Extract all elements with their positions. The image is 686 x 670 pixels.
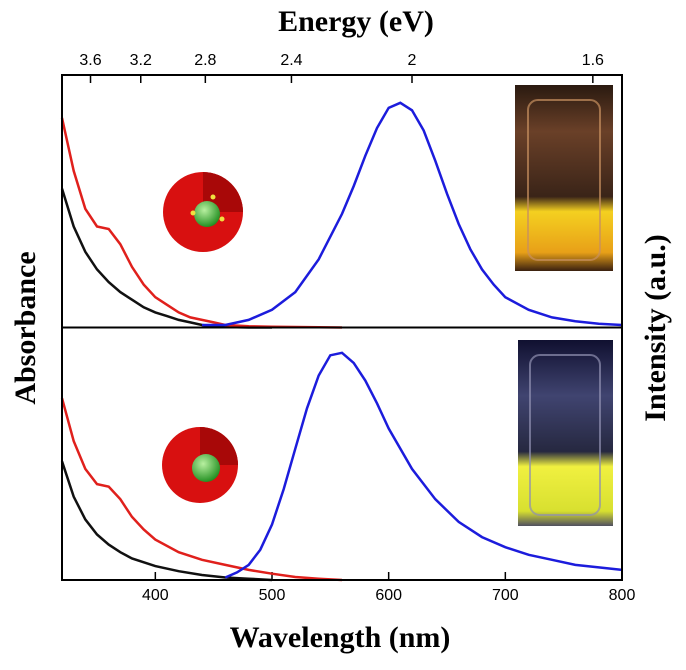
core-shell-sphere: [163, 172, 243, 252]
y2-axis-title: Intensity (a.u.): [639, 234, 672, 422]
x-tick-label: 400: [142, 587, 169, 604]
data-line: [202, 101, 623, 327]
x-tick-label: 700: [492, 587, 519, 604]
x2-tick-label: 3.6: [79, 52, 101, 69]
x2-tick-label: 2.8: [194, 52, 216, 69]
panel-frame: [61, 326, 623, 581]
x2-tick-label: 3.2: [130, 52, 152, 69]
data-line: [60, 117, 343, 329]
x-tick-label: 800: [609, 587, 636, 604]
vial-photo: [515, 85, 613, 271]
data-line: [60, 188, 272, 329]
x-tick-label: 500: [259, 587, 286, 604]
x2-tick-label: 2.4: [280, 52, 302, 69]
x-axis-title: Wavelength (nm): [230, 621, 451, 654]
data-line: [60, 397, 343, 582]
y-axis-title: Absorbance: [9, 251, 42, 404]
x-tick-label: 600: [375, 587, 402, 604]
core-shell-sphere: [162, 427, 238, 503]
x2-tick-label: 2: [408, 52, 417, 69]
vial-photo: [518, 340, 613, 526]
x2-tick-label: 1.6: [582, 52, 604, 69]
data-line: [224, 351, 623, 579]
x2-axis-title: Energy (eV): [278, 5, 434, 38]
